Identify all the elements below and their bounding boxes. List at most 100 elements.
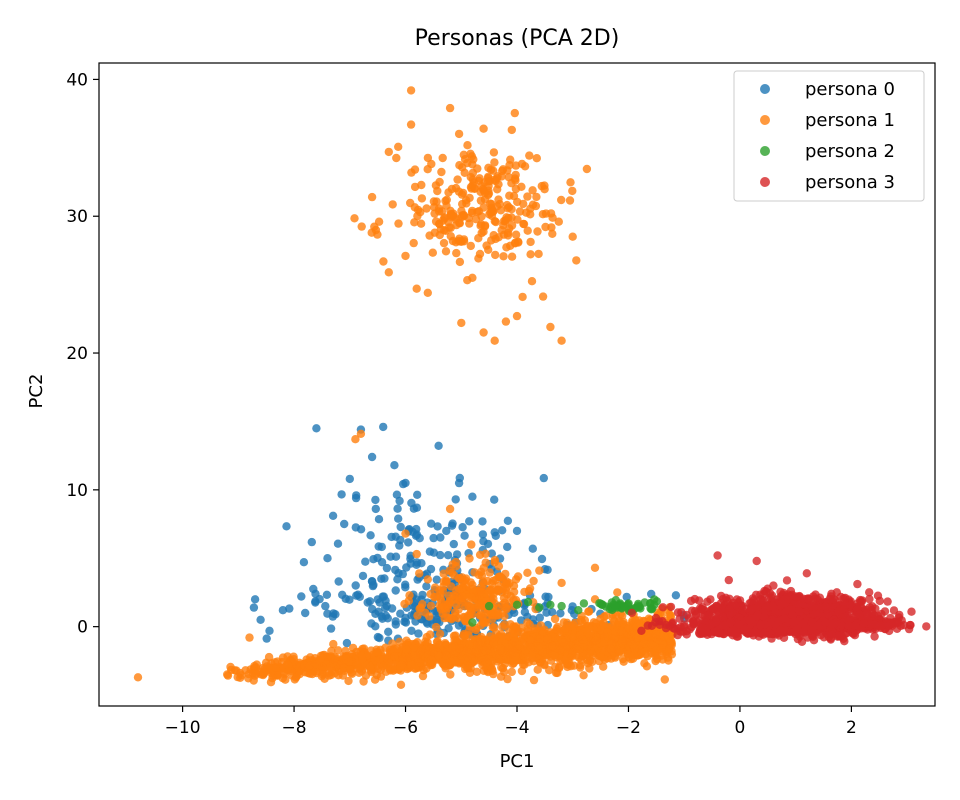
chart-title: Personas (PCA 2D) (415, 26, 620, 51)
data-point (443, 551, 453, 560)
data-point (789, 618, 798, 627)
data-point (455, 473, 464, 483)
data-point (374, 607, 383, 616)
data-point (447, 615, 456, 624)
data-point (541, 592, 550, 601)
data-point (448, 646, 457, 655)
data-point (599, 662, 608, 671)
data-point (504, 173, 513, 182)
data-point (402, 563, 411, 572)
data-point (455, 644, 464, 653)
data-point (287, 667, 296, 676)
data-point (401, 580, 410, 589)
data-point (341, 654, 351, 664)
data-point (223, 670, 232, 679)
legend-label: persona 2 (805, 141, 895, 162)
data-point (652, 630, 661, 639)
data-point (427, 159, 436, 169)
data-point (410, 182, 420, 192)
data-point (365, 597, 375, 606)
data-point (361, 557, 370, 566)
data-point (331, 610, 340, 619)
data-point (539, 473, 548, 483)
data-point (338, 590, 347, 599)
data-point (371, 622, 380, 631)
data-point (407, 168, 416, 177)
data-point (517, 666, 527, 676)
data-point (280, 668, 289, 677)
data-point (333, 539, 343, 548)
data-point (445, 504, 455, 514)
data-point (391, 552, 401, 561)
data-point (334, 577, 343, 586)
data-point (865, 603, 874, 612)
data-point (468, 618, 477, 627)
data-point (627, 608, 637, 617)
data-point (381, 603, 390, 613)
data-point (414, 658, 423, 667)
data-point (574, 606, 583, 615)
data-point (813, 621, 823, 630)
data-point (463, 141, 472, 150)
x-tick-label: −6 (393, 718, 418, 738)
data-point (431, 622, 441, 632)
data-point (821, 618, 830, 627)
data-point (567, 606, 576, 615)
data-point (488, 207, 498, 216)
legend-label: persona 3 (805, 172, 895, 193)
data-point (482, 241, 491, 250)
data-point (351, 493, 361, 503)
data-point (585, 664, 594, 673)
data-point (870, 632, 879, 641)
data-point (853, 579, 862, 589)
data-point (262, 634, 271, 643)
data-point (548, 642, 557, 651)
data-point (525, 151, 534, 160)
data-point (402, 645, 411, 654)
legend-marker (760, 115, 770, 125)
data-point (545, 666, 554, 675)
data-point (415, 569, 424, 578)
data-point (460, 531, 469, 540)
data-point (620, 602, 629, 611)
data-point (479, 563, 488, 573)
data-point (883, 597, 892, 606)
data-point (753, 610, 762, 619)
data-point (464, 213, 473, 223)
data-point (455, 161, 464, 170)
y-tick-label: 10 (66, 481, 88, 501)
data-point (624, 623, 634, 632)
data-point (346, 665, 355, 674)
data-point (490, 495, 499, 504)
data-point (393, 504, 402, 513)
data-point (557, 336, 566, 345)
data-point (623, 650, 633, 659)
data-point (827, 589, 836, 598)
data-point (385, 645, 395, 655)
data-point (631, 615, 640, 624)
data-point (769, 581, 778, 590)
legend: persona 0 persona 1 persona 2 persona 3 (733, 70, 925, 202)
data-point (396, 522, 405, 532)
legend-label: persona 0 (805, 79, 895, 100)
data-point (475, 174, 484, 183)
data-point (451, 631, 460, 640)
data-point (611, 653, 620, 662)
data-point (780, 614, 789, 623)
data-point (592, 636, 601, 645)
data-point (457, 318, 466, 328)
data-point (451, 495, 460, 504)
data-point (342, 638, 352, 648)
legend-label: persona 1 (805, 110, 895, 131)
data-point (712, 627, 721, 636)
data-point (413, 211, 422, 221)
data-point (538, 292, 548, 301)
data-point (535, 613, 544, 622)
data-point (282, 522, 291, 531)
data-point (345, 595, 354, 604)
data-point (542, 608, 551, 617)
x-axis-label: PC1 (500, 751, 535, 772)
data-point (463, 653, 473, 662)
data-point (384, 268, 393, 277)
data-point (438, 153, 447, 163)
